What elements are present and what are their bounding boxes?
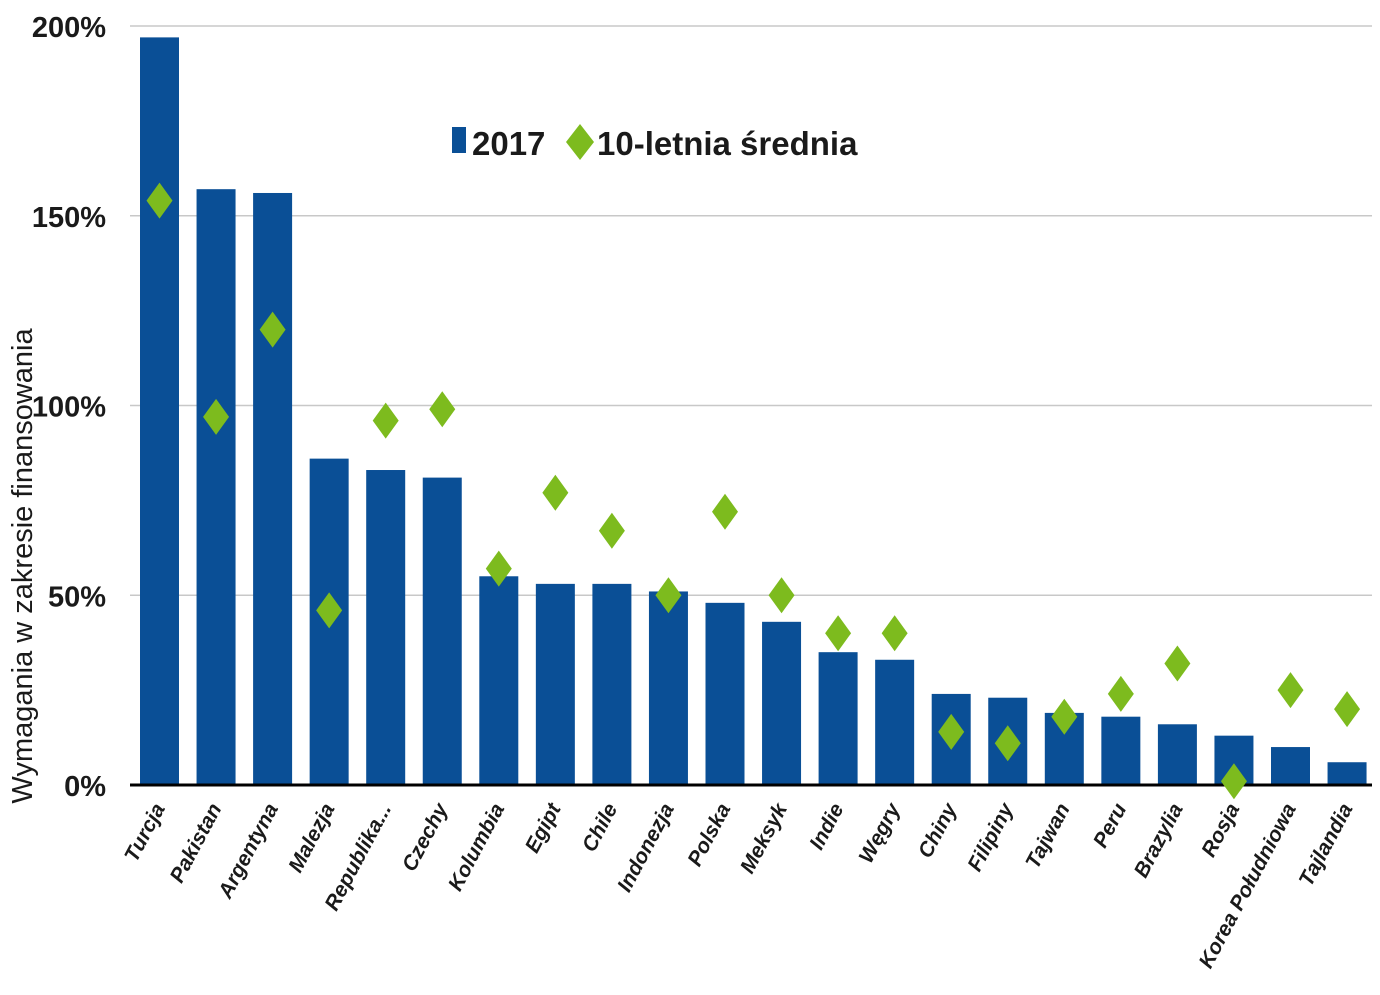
marker-10yr-avg — [316, 592, 343, 629]
marker-10yr-avg — [994, 725, 1021, 762]
x-category-label: Tajwan — [1021, 800, 1074, 873]
bar-2017 — [1327, 762, 1367, 785]
legend: 2017 10-letnia średnia — [452, 124, 858, 162]
bar-2017 — [1271, 747, 1310, 785]
bar-2017 — [818, 652, 858, 785]
marker-10yr-avg — [712, 493, 738, 530]
legend-2017-label: 2017 — [472, 125, 545, 162]
x-category-label: Tajlandia — [1295, 799, 1358, 890]
x-category-label: Kolumbia — [444, 799, 509, 895]
legend-avg-marker — [566, 124, 594, 160]
x-category-label: Brazylia — [1130, 799, 1188, 881]
bar-2017 — [648, 591, 688, 785]
x-category-label: Egipt — [521, 799, 566, 857]
bars-2017 — [140, 37, 1367, 786]
x-category-label: Węgry — [855, 798, 906, 867]
bar-2017 — [196, 189, 236, 785]
legend-2017-swatch — [452, 127, 466, 153]
marker-10yr-avg — [598, 512, 625, 549]
x-category-label: Chile — [578, 799, 623, 855]
legend-avg-label: 10-letnia średnia — [597, 125, 858, 162]
x-category-label: Malezja — [284, 799, 340, 876]
bar-2017 — [875, 659, 915, 785]
x-category-label: Indie — [805, 799, 848, 853]
bar-2017 — [366, 470, 406, 785]
marker-10yr-avg — [203, 398, 230, 435]
y-tick-label: 50% — [48, 581, 106, 613]
bar-2017 — [479, 576, 519, 785]
x-category-label: Indonezja — [613, 799, 679, 896]
y-tick-label: 200% — [32, 12, 106, 44]
x-category-label: Meksyk — [736, 798, 793, 877]
bar-2017 — [253, 192, 293, 786]
marker-10yr-avg — [1051, 698, 1078, 735]
marker-10yr-avg — [429, 391, 456, 428]
x-category-label: Czechy — [398, 798, 453, 875]
x-category-label: Rosja — [1197, 799, 1244, 861]
x-category-label: Peru — [1089, 799, 1131, 851]
marker-10yr-avg — [1277, 672, 1304, 709]
bar-2017 — [535, 583, 575, 785]
bar-2017 — [422, 477, 462, 785]
marker-10yr-avg — [1107, 675, 1134, 712]
x-category-label: Polska — [683, 799, 735, 870]
markers-10yr-avg — [146, 182, 1361, 800]
grid-lines — [130, 25, 1372, 596]
marker-10yr-avg — [372, 402, 399, 439]
x-category-label: Turcja — [120, 799, 170, 865]
marker-10yr-avg — [1164, 645, 1191, 682]
x-category-label: Chiny — [914, 798, 962, 861]
marker-10yr-avg — [825, 615, 852, 652]
marker-10yr-avg — [938, 713, 965, 750]
x-category-label: Pakistan — [166, 800, 227, 887]
bar-2017 — [705, 602, 745, 785]
x-category-label: Filipiny — [963, 798, 1018, 875]
marker-10yr-avg — [655, 577, 682, 614]
y-axis-ticks: 0% 50% 100% 150% 200% — [32, 12, 106, 803]
bar-2017 — [592, 583, 632, 785]
bar-2017 — [762, 621, 802, 785]
y-tick-label: 150% — [32, 202, 106, 234]
bar-2017 — [140, 37, 179, 785]
bar-2017 — [1157, 724, 1197, 785]
marker-10yr-avg — [881, 615, 908, 652]
y-tick-label: 100% — [32, 392, 106, 424]
y-tick-label: 0% — [64, 771, 106, 803]
marker-10yr-avg — [259, 311, 286, 348]
marker-10yr-avg — [146, 182, 173, 219]
marker-10yr-avg — [1334, 691, 1361, 728]
marker-10yr-avg — [768, 577, 795, 614]
marker-10yr-avg — [1220, 763, 1247, 800]
marker-10yr-avg — [485, 550, 512, 587]
y-axis-label: Wymagania w zakresie finansowania — [7, 328, 39, 804]
marker-10yr-avg — [542, 474, 569, 511]
bar-2017 — [1101, 716, 1141, 785]
